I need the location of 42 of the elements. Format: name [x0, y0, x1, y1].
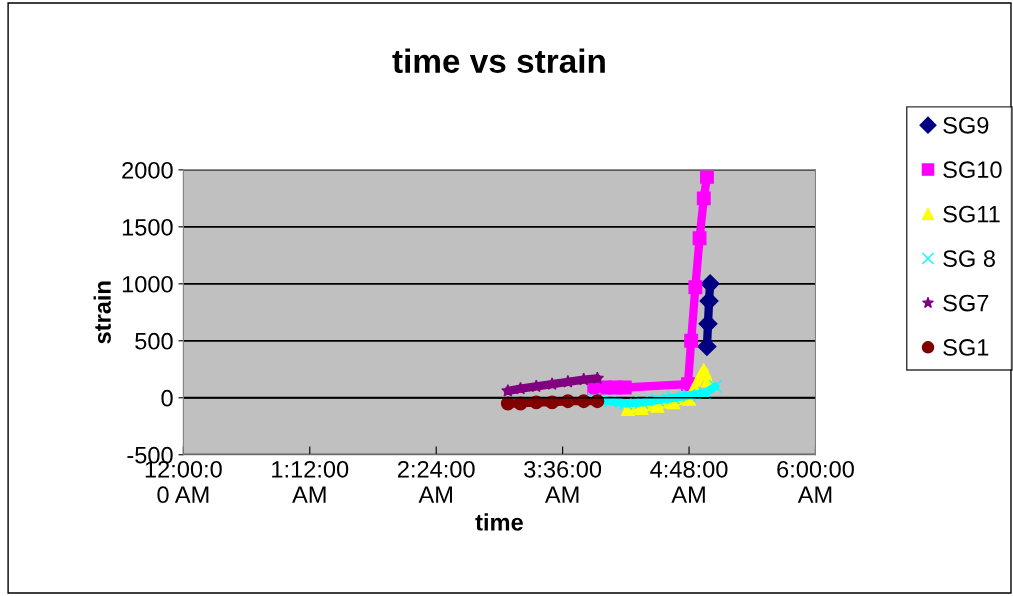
point [617, 380, 632, 395]
x-tick-label: 2:24:00 AM [398, 460, 475, 503]
y-tick-label: 1500 [122, 218, 173, 236]
y-axis-title: strain [93, 281, 111, 344]
x-tick-label: 1:12:00 AM [272, 460, 349, 503]
x-tick-label: 3:36:00 AM [524, 460, 602, 503]
point [697, 386, 712, 401]
chart-title: time vs strain [392, 48, 605, 73]
legend-label: SG11 [943, 205, 1000, 223]
legend-label: SG10 [943, 161, 1002, 179]
y-tick-label: 0 [161, 389, 173, 407]
point [561, 374, 575, 388]
point [708, 379, 723, 394]
point [560, 394, 575, 409]
point [513, 396, 528, 411]
point [603, 394, 617, 409]
point [692, 231, 707, 246]
point [545, 395, 560, 410]
point [576, 394, 591, 409]
point [501, 383, 515, 397]
point [700, 169, 714, 184]
legend-label: SG1 [943, 339, 989, 356]
y-tick-label: 2000 [122, 161, 173, 179]
point [684, 333, 699, 348]
point [618, 396, 633, 411]
point [634, 395, 649, 410]
point [699, 291, 719, 311]
x-tick-label: 4:48:00 AM [650, 460, 728, 503]
point [666, 390, 681, 405]
legend-label: SG7 [943, 294, 989, 312]
y-tick-label: 500 [135, 332, 173, 350]
legend-label: SG9 [943, 116, 989, 134]
point [500, 396, 515, 411]
point [696, 191, 711, 206]
point [700, 274, 720, 294]
y-tick-label: 1000 [122, 275, 173, 293]
point [688, 280, 703, 295]
point [529, 395, 544, 410]
x-tick-label: 6:00:00 AM [777, 460, 854, 503]
point [650, 393, 665, 407]
legend-label: SG 8 [943, 250, 995, 267]
x-axis-title: time [475, 513, 523, 531]
